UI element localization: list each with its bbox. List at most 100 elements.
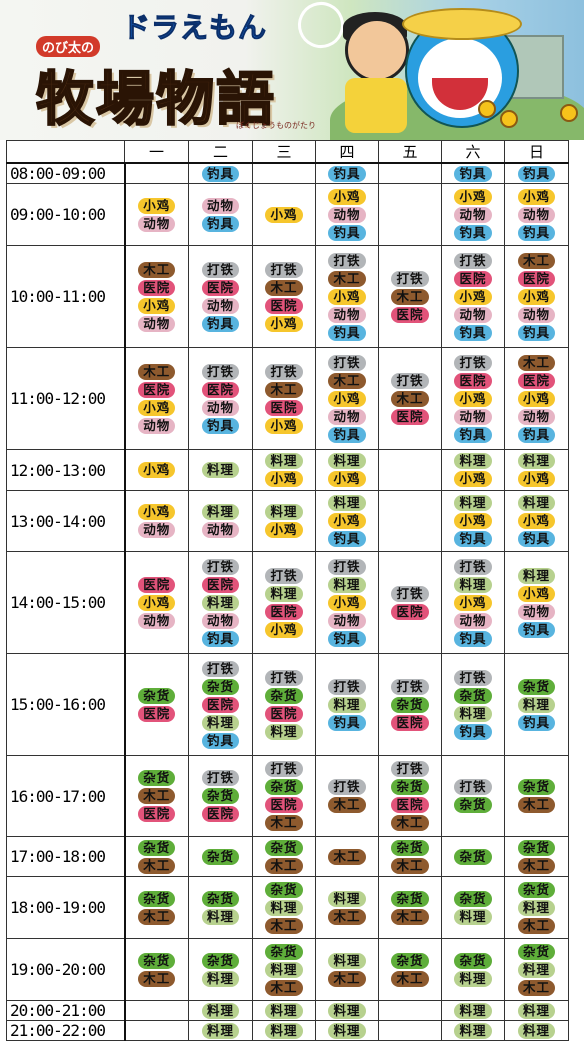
- shop-tag: 动物: [201, 197, 239, 214]
- shop-tag: 动物: [138, 417, 176, 434]
- shop-tag: 动物: [138, 522, 176, 538]
- shop-tag: 小鸡: [138, 297, 176, 314]
- schedule-cell: 料理: [315, 1000, 379, 1021]
- shop-tag: 小鸡: [138, 594, 176, 611]
- shop-tag: 木工: [391, 857, 429, 874]
- game-title-reading: ぼくじょうものがたり: [236, 121, 316, 130]
- schedule-cell: 打铁 木工 小鸡 动物 钓具: [315, 245, 379, 348]
- table-row: 18:00-19:00 杂货 木工 杂货 料理 杂货 料理 木工 料理 木工 杂货 木工 杂货 料理 杂货料…: [6, 876, 569, 939]
- cell-tag-list: 料理 小鸡 钓具: [316, 495, 378, 547]
- cell-tag-list: 料理: [316, 1022, 378, 1039]
- cell-tag-list: 小鸡 动物: [126, 504, 189, 538]
- shop-tag: 料理: [517, 495, 555, 511]
- table-row: 17:00-18:00 杂货 木工 杂货 杂货 木工 木工 杂货 木工 杂货 杂货 木工: [6, 836, 569, 877]
- cell-tag-list: 打铁 杂货 料理 钓具: [442, 669, 504, 740]
- shop-tag: 料理: [201, 504, 239, 520]
- shop-tag: 杂货: [391, 779, 429, 795]
- shop-schedule-table: 一 二 三 四 五 六 日 08:00-09:00 钓具 钓具 钓具 钓具 09:00-1…: [6, 140, 569, 1041]
- shop-tag: 木工: [517, 917, 555, 934]
- time-slot-label: 10:00-11:00: [6, 245, 126, 348]
- cell-tag-list: 杂货 木工: [253, 839, 315, 874]
- shop-tag: 杂货: [391, 839, 429, 856]
- schedule-cell: 杂货 木工: [504, 836, 569, 877]
- cell-tag-list: 打铁 料理 小鸡 动物 钓具: [442, 558, 504, 647]
- schedule-cell: 打铁 木工 医院: [378, 245, 442, 348]
- schedule-cell: 木工: [315, 836, 379, 877]
- shop-tag: 钓具: [517, 426, 555, 443]
- shop-tag: 料理: [265, 1002, 303, 1019]
- header-row: 一 二 三 四 五 六 日: [6, 140, 569, 164]
- schedule-cell: 木工 医院 小鸡 动物 钓具: [504, 347, 569, 450]
- cell-tag-list: 料理 小鸡: [316, 453, 378, 487]
- shop-tag: 料理: [328, 890, 366, 907]
- schedule-cell: 杂货 料理: [441, 876, 505, 939]
- shop-tag: 杂货: [517, 678, 555, 695]
- schedule-cell: 料理: [188, 449, 253, 491]
- shop-tag: 料理: [328, 952, 366, 969]
- shop-tag: 小鸡: [454, 594, 492, 611]
- cell-tag-list: 料理 木工: [316, 890, 378, 925]
- shop-tag: 小鸡: [328, 288, 366, 305]
- schedule-cell: 木工 医院 小鸡 动物 钓具: [504, 245, 569, 348]
- logo-badge: のび太の: [36, 36, 101, 57]
- shop-tag: 杂货: [265, 881, 303, 898]
- schedule-cell: 料理 小鸡: [252, 449, 316, 491]
- cell-tag-list: 料理 小鸡 动物 钓具: [505, 567, 568, 638]
- shop-tag: 动物: [201, 612, 239, 629]
- shop-tag: 钓具: [517, 621, 555, 638]
- cell-tag-list: 小鸡 动物: [126, 197, 189, 232]
- shop-tag: 杂货: [517, 839, 555, 856]
- schedule-cell: [124, 1000, 189, 1021]
- straw-hat-illustration: [402, 8, 522, 40]
- shop-tag: 钓具: [454, 426, 492, 443]
- schedule-cell: 料理: [441, 1020, 505, 1041]
- cell-tag-list: 打铁 杂货 医院 料理 钓具: [189, 660, 252, 749]
- shop-tag: 料理: [328, 495, 366, 511]
- shop-tag: 木工: [328, 970, 366, 987]
- cell-tag-list: 打铁 杂货 医院 料理: [253, 669, 315, 740]
- shop-tag: 杂货: [138, 839, 176, 856]
- cell-tag-list: 打铁 木工 医院 小鸡: [253, 261, 315, 332]
- schedule-cell: 小鸡 动物: [124, 183, 189, 246]
- schedule-cell: 料理 小鸡: [315, 449, 379, 491]
- schedule-cell: 料理 小鸡 钓具: [315, 490, 379, 552]
- shop-tag: 打铁: [454, 669, 492, 686]
- schedule-cell: 打铁 料理 小鸡 动物 钓具: [315, 551, 379, 654]
- table-row: 20:00-21:00 料理 料理 料理 料理 料理: [6, 1000, 569, 1021]
- schedule-cell: 料理: [504, 1000, 569, 1021]
- shop-tag: 料理: [454, 453, 492, 469]
- schedule-cell: 钓具: [441, 162, 505, 184]
- shop-tag: 动物: [454, 612, 492, 629]
- shop-tag: 医院: [391, 306, 429, 323]
- shop-tag: 医院: [138, 705, 176, 722]
- shop-tag: 料理: [454, 705, 492, 722]
- schedule-cell: [378, 449, 442, 491]
- shop-tag: 小鸡: [265, 471, 303, 487]
- schedule-cell: 打铁 杂货 医院 料理: [252, 653, 316, 756]
- shop-tag: 钓具: [328, 531, 366, 547]
- cell-tag-list: 杂货 料理 木工: [505, 943, 568, 996]
- shop-tag: 木工: [517, 979, 555, 996]
- shop-tag: 打铁: [265, 567, 303, 584]
- shop-tag: 打铁: [391, 585, 429, 602]
- cell-tag-list: 料理 小鸡: [253, 453, 315, 487]
- shop-tag: 木工: [138, 788, 176, 804]
- cell-tag-list: 打铁 木工 医院 小鸡: [253, 363, 315, 434]
- schedule-cell: 杂货 木工: [378, 836, 442, 877]
- cell-tag-list: 料理 动物: [189, 504, 252, 538]
- shop-tag: 料理: [454, 495, 492, 511]
- schedule-cell: 杂货 料理 木工: [252, 938, 316, 1001]
- schedule-cell: 料理: [252, 1020, 316, 1041]
- schedule-cell: 小鸡 动物 钓具: [315, 183, 379, 246]
- schedule-cell: 打铁 木工 医院 小鸡: [252, 347, 316, 450]
- shop-tag: 钓具: [328, 165, 366, 182]
- schedule-cell: 动物 钓具: [188, 183, 253, 246]
- shop-tag: 杂货: [138, 770, 176, 786]
- shop-tag: 动物: [517, 306, 555, 323]
- shop-tag: 木工: [265, 381, 303, 398]
- time-slot-label: 16:00-17:00: [6, 755, 126, 837]
- shop-tag: 杂货: [138, 952, 176, 969]
- shop-tag: 木工: [265, 815, 303, 831]
- cell-tag-list: 杂货 木工: [379, 839, 441, 874]
- shop-tag: 木工: [265, 279, 303, 296]
